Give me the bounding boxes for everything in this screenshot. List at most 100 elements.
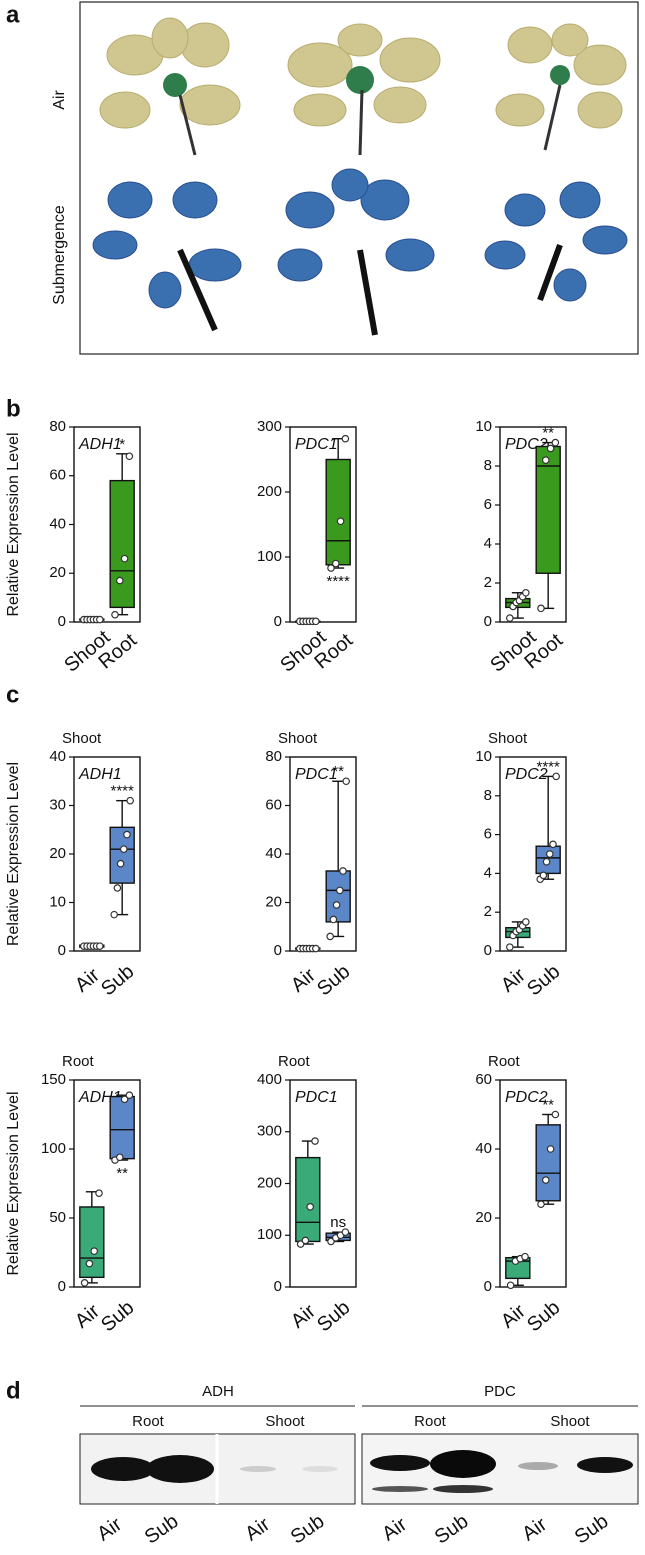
data-point (542, 857, 551, 866)
data-point (506, 1281, 515, 1290)
significance: **** (111, 783, 135, 800)
data-point (551, 1110, 560, 1119)
y-tick-label: 0 (274, 942, 282, 959)
data-point (506, 614, 514, 622)
protein-label: PDC (484, 1383, 516, 1400)
data-point (123, 830, 131, 839)
y-tick-label: 30 (49, 796, 66, 813)
data-point (311, 1137, 319, 1145)
data-point (551, 438, 560, 447)
data-point (312, 617, 320, 626)
y-tick-label: 80 (49, 418, 66, 435)
y-tick-label: 60 (49, 467, 66, 484)
significance: ** (116, 1165, 128, 1182)
x-tick-label: Sub (97, 961, 138, 1001)
subplot-title: Root (278, 1053, 311, 1070)
data-point (537, 604, 545, 613)
y-tick-label: 4 (484, 864, 492, 881)
western-blot: ADH PDC Root Shoot Root Shoot (79, 1383, 639, 1505)
significance: **** (537, 758, 561, 775)
x-tick-label: Sub (97, 1297, 138, 1337)
significance: **** (327, 573, 351, 590)
data-point (312, 944, 320, 953)
significance: ** (332, 763, 344, 780)
data-point (336, 517, 345, 526)
data-point (111, 610, 119, 619)
y-tick-label: 10 (475, 748, 492, 765)
y-tick-label: 0 (484, 942, 492, 959)
plot-frame (73, 1079, 141, 1288)
y-tick-label: 200 (257, 1174, 282, 1191)
gene-label: ADH1 (78, 436, 122, 453)
data-point (331, 559, 340, 568)
x-tick-label: Air (497, 1300, 530, 1333)
data-point (326, 932, 334, 941)
data-point (335, 886, 344, 895)
subplot-title: Shoot (488, 730, 528, 747)
subplot-title: Root (62, 1053, 95, 1070)
data-point (113, 884, 122, 892)
box (79, 1206, 105, 1279)
y-tick-label: 50 (49, 1209, 66, 1226)
x-tick-label: Sub (523, 961, 564, 1001)
data-point (306, 1202, 315, 1211)
box (325, 458, 351, 566)
y-tick-label: 60 (475, 1071, 492, 1088)
y-axis-label: Relative Expression Level (5, 432, 22, 616)
gene-label: PDC1 (295, 766, 338, 783)
panel-label: b (6, 395, 21, 422)
panel-label: a (6, 1, 20, 28)
y-axis-label: Relative Expression Level (5, 762, 22, 946)
data-point (506, 943, 514, 951)
data-point (80, 1279, 89, 1287)
y-tick-label: 2 (484, 903, 492, 920)
box (109, 479, 135, 609)
lane-label: Sub (571, 1510, 613, 1548)
y-tick-label: 300 (257, 418, 282, 435)
y-tick-label: 40 (265, 845, 282, 862)
y-tick-label: 40 (49, 748, 66, 765)
x-tick-label: Air (71, 964, 104, 997)
y-tick-label: 6 (484, 826, 492, 843)
y-tick-label: 100 (257, 1226, 282, 1243)
plot-frame (499, 426, 567, 623)
y-tick-label: 100 (257, 548, 282, 565)
y-tick-label: 0 (484, 1278, 492, 1295)
y-tick-label: 400 (257, 1071, 282, 1088)
data-point (85, 1259, 94, 1268)
y-tick-label: 10 (49, 893, 66, 910)
panel-label: c (6, 681, 19, 708)
x-tick-label: Air (287, 964, 320, 997)
data-point (301, 1236, 310, 1245)
lane-label: Air (93, 1513, 126, 1545)
data-point (90, 1247, 99, 1255)
subplot-title: Root (488, 1053, 521, 1070)
data-point (125, 452, 134, 461)
y-tick-label: 10 (475, 418, 492, 435)
y-tick-label: 0 (58, 1278, 66, 1295)
y-tick-label: 300 (257, 1123, 282, 1140)
data-point (541, 1176, 550, 1184)
lane-label: Sub (141, 1510, 183, 1548)
y-tick-label: 20 (475, 1209, 492, 1226)
y-tick-label: 0 (58, 942, 66, 959)
x-tick-label: Sub (523, 1297, 564, 1337)
gene-label: ADH1 (78, 766, 122, 783)
data-point (342, 777, 350, 786)
lane-label: Air (518, 1513, 551, 1545)
y-tick-label: 2 (484, 574, 492, 591)
data-point (545, 850, 554, 858)
y-tick-label: 20 (265, 893, 282, 910)
y-tick-label: 200 (257, 483, 282, 500)
data-point (522, 588, 530, 597)
y-tick-label: 150 (41, 1071, 66, 1088)
subplot-title: Shoot (278, 730, 318, 747)
data-point (329, 915, 338, 924)
data-point (541, 456, 550, 464)
x-tick-label: Sub (313, 961, 354, 1001)
y-tick-label: 80 (265, 748, 282, 765)
protein-label: ADH (202, 1383, 234, 1400)
y-tick-label: 40 (475, 1140, 492, 1157)
y-tick-label: 0 (58, 613, 66, 630)
data-point (341, 1228, 350, 1236)
